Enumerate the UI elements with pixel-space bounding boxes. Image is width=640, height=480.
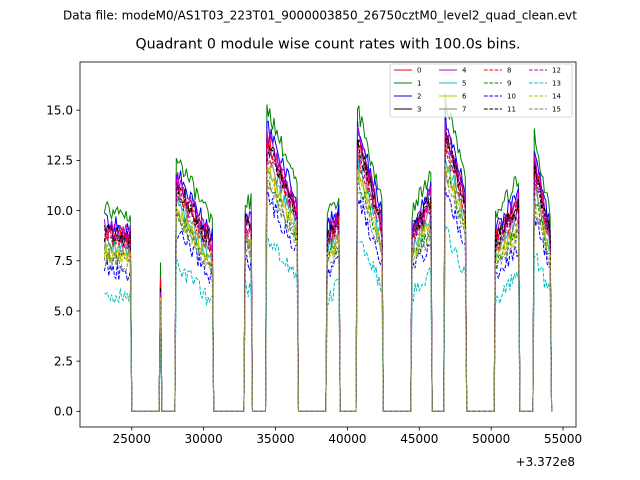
legend-label-3: 3: [417, 106, 421, 114]
legend-label-11: 11: [507, 106, 516, 114]
y-tick-label: 12.5: [46, 154, 73, 168]
chart-title: Quadrant 0 module wise count rates with …: [135, 37, 520, 53]
legend-label-13: 13: [552, 80, 561, 88]
y-tick-label: 0.0: [54, 405, 73, 419]
series-layer: [103, 93, 553, 412]
series-line-15: [103, 170, 553, 412]
y-tick-label: 10.0: [46, 204, 73, 218]
legend-label-9: 9: [507, 80, 511, 88]
legend-label-1: 1: [417, 80, 421, 88]
legend-label-2: 2: [417, 93, 421, 101]
x-tick-label: 40000: [328, 432, 366, 446]
axes-layer: 25000 30000 35000 40000 45000 50000 55000 0.0 2.…: [46, 61, 582, 446]
y-tick-label: 2.5: [54, 354, 73, 368]
legend-label-14: 14: [552, 93, 561, 101]
x-tick-label: 50000: [472, 432, 510, 446]
legend-label-4: 4: [462, 67, 467, 75]
plot-frame: [79, 61, 577, 428]
legend-box: [389, 63, 573, 118]
series-line-8: [103, 133, 553, 412]
series-line-10: [103, 185, 553, 412]
x-tick-label: 30000: [185, 432, 223, 446]
x-tick-label: 35000: [256, 432, 294, 446]
legend-label-6: 6: [462, 93, 467, 101]
legend-label-8: 8: [507, 67, 511, 75]
legend-label-12: 12: [552, 67, 561, 75]
y-tick-label: 15.0: [46, 103, 73, 117]
x-tick-label: 45000: [400, 432, 438, 446]
legend-label-7: 7: [462, 106, 466, 114]
x-tick-label: 25000: [113, 432, 151, 446]
x-tick-label: 55000: [544, 432, 582, 446]
legend-label-0: 0: [417, 67, 421, 75]
y-tick-label: 5.0: [54, 304, 73, 318]
y-tick-label: 7.5: [54, 254, 73, 268]
x-offset-label: +3.372e8: [516, 455, 575, 469]
legend-label-15: 15: [552, 106, 561, 114]
series-line-11: [103, 133, 553, 412]
legend-label-5: 5: [462, 80, 466, 88]
legend-label-10: 10: [507, 93, 516, 101]
chart-suptitle: Data file: modeM0/AS1T03_223T01_90000038…: [63, 9, 577, 23]
